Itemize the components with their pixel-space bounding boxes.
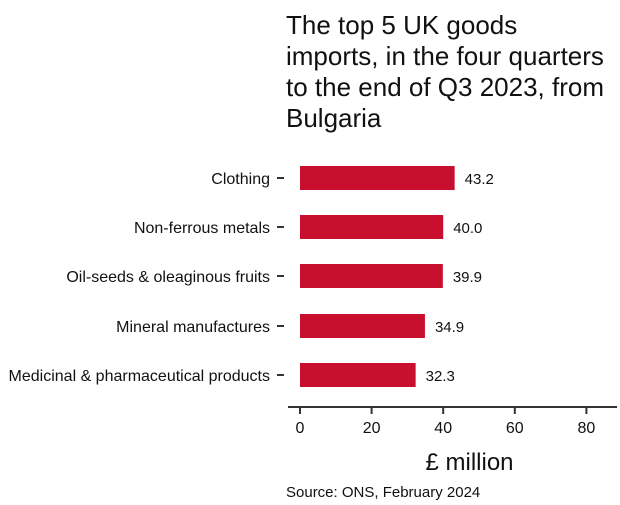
bar — [300, 363, 416, 387]
x-tick-label: 40 — [434, 420, 452, 437]
source-note: Source: ONS, February 2024 — [286, 484, 481, 501]
x-tick-label: 60 — [506, 420, 524, 437]
bars-group — [300, 166, 455, 387]
x-tick-label: 20 — [363, 420, 381, 437]
category-label: Clothing — [211, 171, 270, 188]
category-label: Oil-seeds & oleaginous fruits — [66, 269, 270, 286]
x-tick-label: 0 — [296, 420, 305, 437]
chart-title: The top 5 UK goods imports, in the four … — [286, 10, 604, 133]
value-label: 40.0 — [453, 220, 482, 237]
category-labels-group: Clothing Non-ferrous metals Oil-seeds & ol… — [9, 171, 270, 385]
bar — [300, 215, 444, 239]
x-tick-label: 80 — [578, 420, 596, 437]
value-label: 43.2 — [465, 171, 494, 188]
x-ticks-group: 0 20 40 60 80 — [296, 407, 596, 437]
bar — [300, 166, 455, 190]
value-label: 39.9 — [453, 269, 482, 286]
category-label: Mineral manufactures — [116, 319, 270, 336]
x-axis-label: £ million — [426, 449, 514, 476]
y-ticks-group — [277, 177, 284, 376]
bar — [300, 264, 443, 288]
value-label: 34.9 — [435, 319, 464, 336]
bar — [300, 314, 425, 338]
value-labels-group: 43.2 40.0 39.9 34.9 32.3 — [426, 171, 494, 385]
value-label: 32.3 — [426, 368, 455, 385]
category-label: Non-ferrous metals — [134, 220, 270, 237]
category-label: Medicinal & pharmaceutical products — [9, 368, 270, 385]
